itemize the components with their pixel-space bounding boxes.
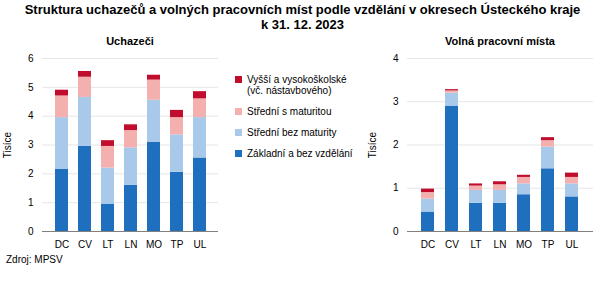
html-text:Základní a bez vzdělání: Základní a bez vzdělání: [247, 148, 353, 159]
svg-text:UL: UL: [566, 239, 579, 250]
html-text:Volná pracovní místa: Volná pracovní místa: [445, 35, 555, 47]
html-text:Střední s maturitou: Střední s maturitou: [247, 106, 332, 117]
svg-text:TP: TP: [542, 239, 555, 250]
svg-text:2: 2: [28, 168, 34, 179]
svg-text:LN: LN: [494, 239, 507, 250]
svg-text:2: 2: [393, 139, 399, 150]
svg-text:1: 1: [28, 197, 34, 208]
html-text:Uchazeči: Uchazeči: [106, 35, 154, 47]
svg-text:3: 3: [28, 139, 34, 150]
svg-text:6: 6: [28, 53, 34, 64]
html-text:Vyšší a vysokoškolské (vč. nás: Vyšší a vysokoškolské (vč. nástavbového): [247, 74, 347, 96]
svg-text:UL: UL: [194, 239, 207, 250]
svg-text:3: 3: [393, 96, 399, 107]
svg-text:Tisíce: Tisíce: [367, 131, 378, 158]
html-text:Střední bez maturity: Střední bez maturity: [247, 127, 337, 138]
svg-text:DC: DC: [421, 239, 435, 250]
svg-text:LT: LT: [103, 239, 114, 250]
svg-text:Tisíce: Tisíce: [2, 131, 13, 158]
svg-text:MO: MO: [146, 239, 162, 250]
html-text:Struktura uchazečů a volných p: Struktura uchazečů a volných pracovních …: [24, 2, 581, 32]
svg-text:CV: CV: [78, 239, 92, 250]
svg-text:LN: LN: [125, 239, 138, 250]
svg-text:0: 0: [393, 226, 399, 237]
svg-text:MO: MO: [516, 239, 532, 250]
svg-text:CV: CV: [445, 239, 459, 250]
svg-text:1: 1: [393, 182, 399, 193]
svg-text:5: 5: [28, 82, 34, 93]
svg-text:DC: DC: [55, 239, 69, 250]
html-text:Zdroj: MPSV: Zdroj: MPSV: [6, 254, 63, 265]
svg-text:TP: TP: [171, 239, 184, 250]
svg-text:LT: LT: [471, 239, 482, 250]
svg-text:4: 4: [28, 110, 34, 121]
svg-text:0: 0: [28, 226, 34, 237]
svg-text:4: 4: [393, 53, 399, 64]
